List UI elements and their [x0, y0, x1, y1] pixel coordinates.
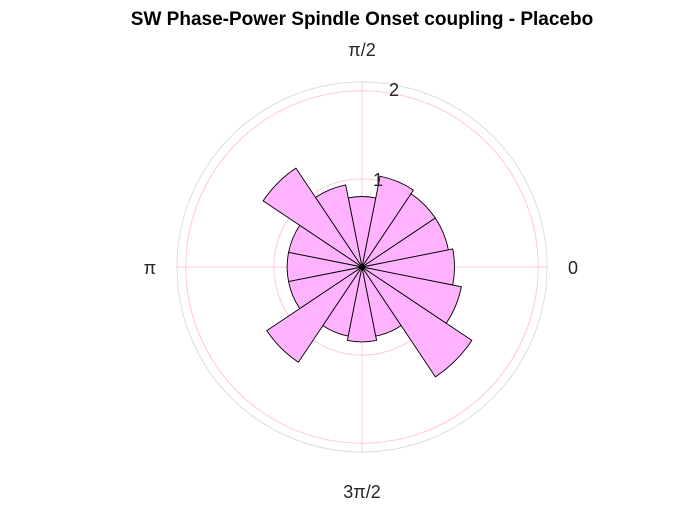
theta-tick-label-pi-half: π/2: [348, 40, 375, 60]
histogram-bar-3: [361, 175, 415, 268]
histogram-bar-10: [266, 266, 363, 363]
histogram-bars: [262, 167, 473, 378]
theta-tick-label-0: 0: [568, 258, 578, 278]
histogram-bar-6: [262, 167, 363, 268]
histogram-bar-14: [361, 266, 473, 378]
chart-title: SW Phase-Power Spindle Onset coupling - …: [131, 9, 593, 30]
histogram-bar-15: [361, 266, 462, 324]
theta-tick-label-3pi-half: 3π/2: [343, 482, 380, 502]
theta-tick-label-pi: π: [144, 258, 156, 278]
histogram-bar-12: [346, 266, 378, 343]
r-tick-label-1: 1: [373, 170, 383, 190]
r-tick-label-2: 2: [389, 80, 399, 100]
